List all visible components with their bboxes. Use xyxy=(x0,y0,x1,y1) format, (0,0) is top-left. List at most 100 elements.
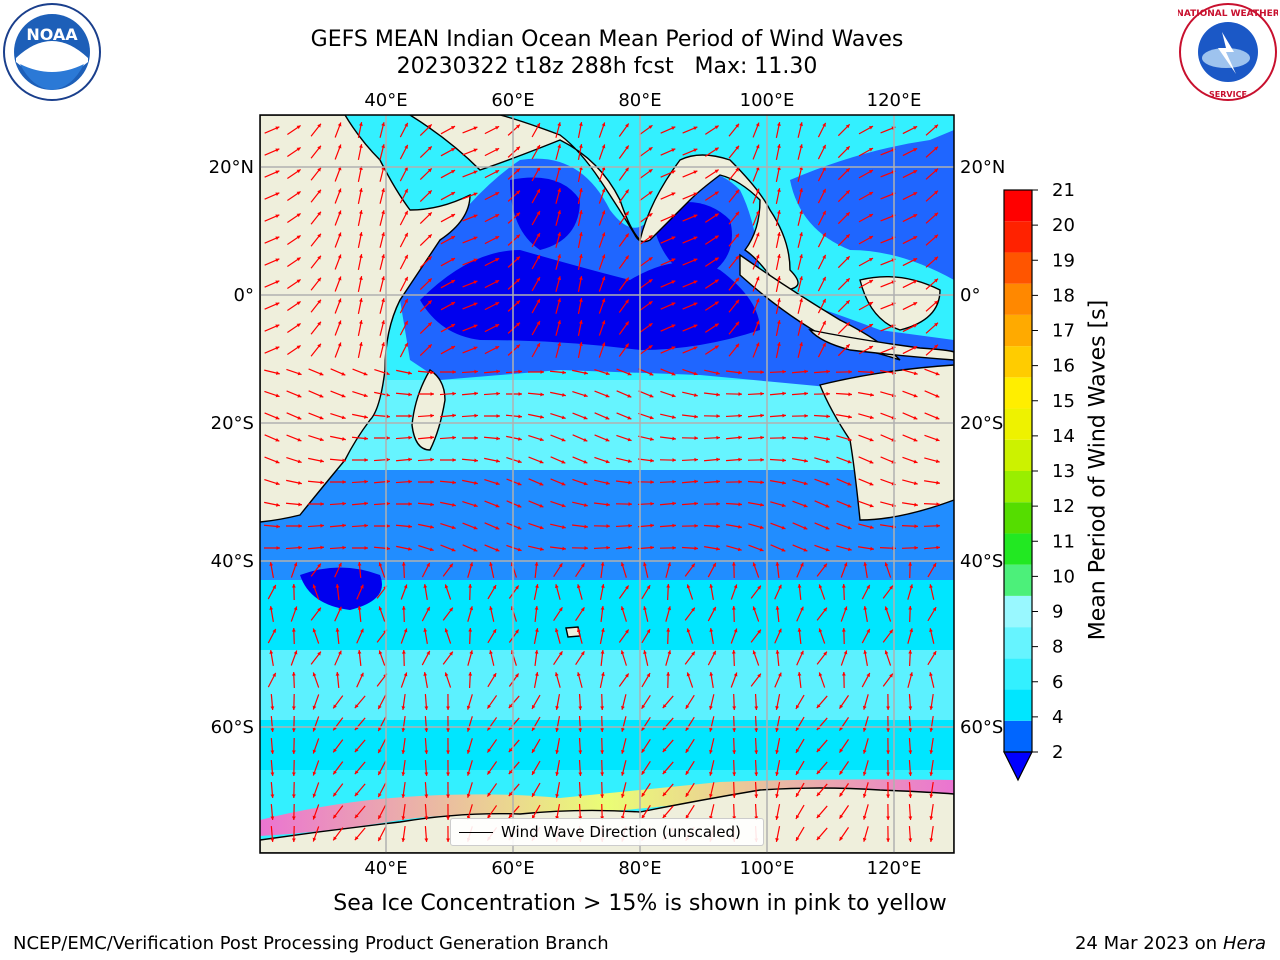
wave-direction-arrow xyxy=(270,825,275,843)
wave-direction-arrow xyxy=(555,738,561,754)
wind-wave-arrows xyxy=(263,122,941,843)
wave-direction-arrow xyxy=(858,546,874,551)
wave-direction-arrow xyxy=(462,280,478,288)
wave-direction-arrow xyxy=(775,694,781,710)
wave-direction-arrow xyxy=(752,210,760,226)
sea-ice-footnote: Sea Ice Concentration > 15% is shown in … xyxy=(333,891,947,916)
wave-direction-arrow xyxy=(264,236,280,244)
wave-direction-arrow xyxy=(791,391,809,396)
wave-direction-arrow xyxy=(863,562,868,578)
wave-direction-arrow xyxy=(507,124,521,136)
legend-line-swatch xyxy=(459,832,493,833)
lat-tick-label-left: 20°S xyxy=(211,413,254,434)
wave-direction-arrow xyxy=(841,583,846,601)
wave-direction-arrow xyxy=(728,343,740,357)
wave-direction-arrow xyxy=(902,502,918,507)
wave-direction-arrow xyxy=(575,650,585,666)
wave-direction-arrow xyxy=(462,501,478,508)
wave-direction-arrow xyxy=(484,345,500,355)
wave-direction-arrow xyxy=(286,390,302,398)
wave-direction-arrow xyxy=(620,562,627,578)
wave-direction-arrow xyxy=(841,627,846,645)
wave-direction-arrow xyxy=(379,342,385,358)
wave-direction-arrow xyxy=(528,500,544,508)
wave-direction-arrow xyxy=(554,584,561,600)
wave-direction-arrow xyxy=(484,323,500,333)
wave-direction-arrow xyxy=(264,214,280,222)
wave-direction-arrow xyxy=(357,298,363,314)
wave-direction-arrow xyxy=(399,342,409,358)
wave-direction-arrow xyxy=(685,782,695,798)
wave-direction-arrow xyxy=(528,545,544,551)
wave-direction-arrow xyxy=(797,144,803,160)
lon-tick-label-top: 40°E xyxy=(364,90,407,111)
wave-direction-arrow xyxy=(666,671,671,689)
colorbar-tick-label: 17 xyxy=(1052,321,1075,342)
wave-direction-arrow xyxy=(354,783,366,797)
wave-direction-arrow xyxy=(334,122,342,138)
wave-direction-arrow xyxy=(681,457,699,462)
wave-direction-arrow xyxy=(643,650,649,666)
wave-direction-arrow xyxy=(704,235,720,245)
wave-direction-arrow xyxy=(378,650,386,666)
wave-direction-arrow xyxy=(659,545,677,550)
wave-direction-arrow xyxy=(594,369,610,376)
wave-direction-arrow xyxy=(725,392,743,397)
wave-direction-arrow xyxy=(379,122,385,138)
wave-direction-arrow xyxy=(774,628,782,644)
wave-direction-arrow xyxy=(395,435,413,440)
wave-direction-arrow xyxy=(484,125,500,135)
wave-direction-arrow xyxy=(908,605,913,623)
wave-direction-arrow xyxy=(291,693,296,711)
wave-direction-arrow xyxy=(858,147,874,157)
wave-direction-arrow xyxy=(685,716,695,732)
wave-direction-arrow xyxy=(290,606,298,622)
wave-direction-arrow xyxy=(332,761,344,775)
wave-direction-arrow xyxy=(461,458,479,463)
wave-direction-arrow xyxy=(924,434,940,442)
wave-direction-arrow xyxy=(440,301,456,311)
wave-direction-arrow xyxy=(577,210,583,226)
wave-direction-arrow xyxy=(929,584,935,600)
wave-direction-arrow xyxy=(352,413,368,419)
wave-direction-arrow xyxy=(310,651,322,665)
wave-direction-arrow xyxy=(528,478,544,486)
wave-direction-arrow xyxy=(401,759,406,777)
wave-direction-arrow xyxy=(902,390,918,398)
wave-direction-arrow xyxy=(682,391,698,397)
wave-direction-arrow xyxy=(531,738,541,754)
lat-tick-label-left: 0° xyxy=(234,285,254,306)
wave-direction-arrow xyxy=(312,804,320,820)
map-plot-area xyxy=(260,115,954,853)
wave-direction-arrow xyxy=(423,672,428,688)
wave-direction-arrow xyxy=(444,584,452,600)
wave-direction-arrow xyxy=(577,342,583,358)
wave-direction-arrow xyxy=(639,300,653,312)
wave-direction-arrow xyxy=(795,760,805,776)
wave-direction-arrow xyxy=(267,628,277,644)
wave-direction-arrow xyxy=(462,126,478,134)
wave-direction-arrow xyxy=(704,213,720,223)
wave-direction-arrow xyxy=(489,650,495,666)
wave-direction-arrow xyxy=(483,414,501,418)
wave-direction-arrow xyxy=(707,650,717,666)
wave-direction-arrow xyxy=(752,298,760,314)
wave-direction-arrow xyxy=(549,370,567,375)
date-stamp: 24 Mar 2023 on Hera xyxy=(1075,933,1266,954)
wave-direction-arrow xyxy=(356,628,364,644)
wave-direction-arrow xyxy=(330,435,346,441)
wave-direction-arrow xyxy=(533,672,539,688)
wave-direction-arrow xyxy=(618,167,630,181)
wave-direction-arrow xyxy=(531,298,541,314)
madagascar xyxy=(411,369,446,451)
wave-direction-arrow xyxy=(769,391,787,396)
wave-direction-arrow xyxy=(621,716,627,732)
wave-direction-arrow xyxy=(837,167,851,181)
wave-direction-arrow xyxy=(378,562,386,578)
wave-direction-arrow xyxy=(752,254,760,270)
wave-direction-arrow xyxy=(639,234,653,246)
wave-direction-arrow xyxy=(731,561,736,579)
wave-direction-arrow xyxy=(377,826,387,842)
wave-direction-arrow xyxy=(419,145,433,159)
wave-direction-arrow xyxy=(775,738,781,754)
